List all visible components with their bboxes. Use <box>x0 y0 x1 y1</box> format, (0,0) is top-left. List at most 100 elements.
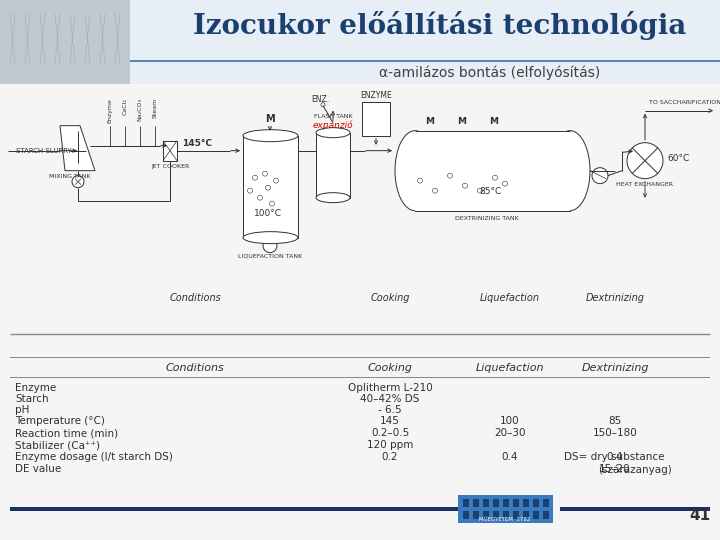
Text: ENZ.: ENZ. <box>311 94 329 104</box>
Ellipse shape <box>243 130 298 141</box>
Text: Dextrinizing: Dextrinizing <box>585 293 644 302</box>
Bar <box>0 0 130 84</box>
Bar <box>130 0 720 84</box>
Bar <box>543 511 549 519</box>
Bar <box>523 500 529 507</box>
Text: FLASH TANK: FLASH TANK <box>314 114 352 119</box>
Text: 41: 41 <box>689 508 710 523</box>
Bar <box>130 60 720 62</box>
Text: 145°C: 145°C <box>182 139 212 147</box>
Text: Starch: Starch <box>15 395 49 404</box>
Text: M: M <box>265 114 275 124</box>
Text: 100°C: 100°C <box>254 208 282 218</box>
Circle shape <box>592 167 608 184</box>
Bar <box>163 141 177 161</box>
Text: 15–20: 15–20 <box>599 464 631 474</box>
Bar <box>483 500 489 507</box>
Text: M: M <box>457 117 467 126</box>
Bar <box>493 511 499 519</box>
Text: 145: 145 <box>380 416 400 427</box>
Text: DS= dry substance: DS= dry substance <box>564 453 665 462</box>
Text: 0.4: 0.4 <box>607 453 624 462</box>
Bar <box>523 511 529 519</box>
Text: Enzyme: Enzyme <box>107 98 112 123</box>
Text: JET COOKER: JET COOKER <box>151 164 189 168</box>
Text: Izocukor előállítási technológia: Izocukor előállítási technológia <box>193 11 687 40</box>
Text: Reaction time (min): Reaction time (min) <box>15 428 118 438</box>
Text: 60°C: 60°C <box>667 154 689 163</box>
Ellipse shape <box>550 131 590 211</box>
Text: M: M <box>426 117 434 126</box>
Polygon shape <box>60 126 95 171</box>
Bar <box>458 495 553 523</box>
Text: Cooking: Cooking <box>370 293 410 302</box>
Text: TO SACCHARIFICATION: TO SACCHARIFICATION <box>649 100 720 105</box>
Bar <box>10 356 710 357</box>
Text: 85: 85 <box>608 416 621 427</box>
Text: 100: 100 <box>500 416 520 427</box>
Text: 0.4: 0.4 <box>502 453 518 462</box>
Text: Oplitherm L-210: Oplitherm L-210 <box>348 382 433 393</box>
Bar <box>10 507 460 511</box>
Text: 20–30: 20–30 <box>494 428 526 438</box>
Bar <box>473 511 479 519</box>
Text: pH: pH <box>15 406 30 415</box>
Text: MIXING TANK: MIXING TANK <box>49 174 91 179</box>
Circle shape <box>627 143 663 179</box>
Ellipse shape <box>395 131 435 211</box>
Text: MŰEGYETEM  1782: MŰEGYETEM 1782 <box>480 517 531 522</box>
Bar <box>473 500 479 507</box>
Text: CaCl₂: CaCl₂ <box>122 98 127 114</box>
Text: LIQUEFACTION TANK: LIQUEFACTION TANK <box>238 254 302 259</box>
Circle shape <box>72 176 84 188</box>
Text: Liquefaction: Liquefaction <box>480 293 540 302</box>
Text: Enzyme: Enzyme <box>15 382 56 393</box>
Text: Stabilizer (Ca⁺⁺): Stabilizer (Ca⁺⁺) <box>15 441 100 450</box>
Text: Na₂CO₃: Na₂CO₃ <box>138 98 143 121</box>
Ellipse shape <box>316 193 350 202</box>
Text: Conditions: Conditions <box>166 362 225 373</box>
Bar <box>513 511 519 519</box>
Ellipse shape <box>243 232 298 244</box>
Circle shape <box>321 103 325 107</box>
Bar <box>533 500 539 507</box>
Text: 0.2–0.5: 0.2–0.5 <box>371 428 409 438</box>
Bar <box>543 500 549 507</box>
Bar <box>503 500 509 507</box>
Bar <box>362 102 390 136</box>
Text: (szárazanyag): (szárazanyag) <box>598 464 672 475</box>
Text: 0.2: 0.2 <box>382 453 398 462</box>
Text: ENZYME: ENZYME <box>360 91 392 100</box>
Text: Cooking: Cooking <box>367 362 413 373</box>
Bar <box>560 507 710 511</box>
Text: α-amilázos bontás (elfolyósítás): α-amilázos bontás (elfolyósítás) <box>379 65 600 80</box>
Bar <box>316 133 350 198</box>
Bar <box>415 131 570 211</box>
Text: Conditions: Conditions <box>169 293 221 302</box>
Bar <box>463 511 469 519</box>
Bar <box>513 500 519 507</box>
Bar <box>463 500 469 507</box>
Text: Temperature (°C): Temperature (°C) <box>15 416 105 427</box>
Text: M: M <box>490 117 498 126</box>
Bar <box>503 511 509 519</box>
Text: DEXTRINIZING TANK: DEXTRINIZING TANK <box>455 215 519 221</box>
Text: 150–180: 150–180 <box>593 428 637 438</box>
Text: DE value: DE value <box>15 464 61 474</box>
Bar <box>483 511 489 519</box>
Text: Liquefaction: Liquefaction <box>476 362 544 373</box>
Text: 40–42% DS: 40–42% DS <box>360 395 420 404</box>
Text: STARCH SLURRY: STARCH SLURRY <box>16 147 72 154</box>
Bar <box>243 136 298 238</box>
Text: - 6.5: - 6.5 <box>378 406 402 415</box>
Bar <box>493 500 499 507</box>
Text: expanzió: expanzió <box>312 120 354 130</box>
Bar <box>415 131 570 211</box>
Circle shape <box>263 239 277 253</box>
Text: Enzyme dosage (l/t starch DS): Enzyme dosage (l/t starch DS) <box>15 453 173 462</box>
Text: HEAT EXCHANGER: HEAT EXCHANGER <box>616 181 673 187</box>
Ellipse shape <box>316 127 350 138</box>
Text: Steam: Steam <box>153 98 158 118</box>
Text: Dextrinizing: Dextrinizing <box>581 362 649 373</box>
Bar <box>533 511 539 519</box>
